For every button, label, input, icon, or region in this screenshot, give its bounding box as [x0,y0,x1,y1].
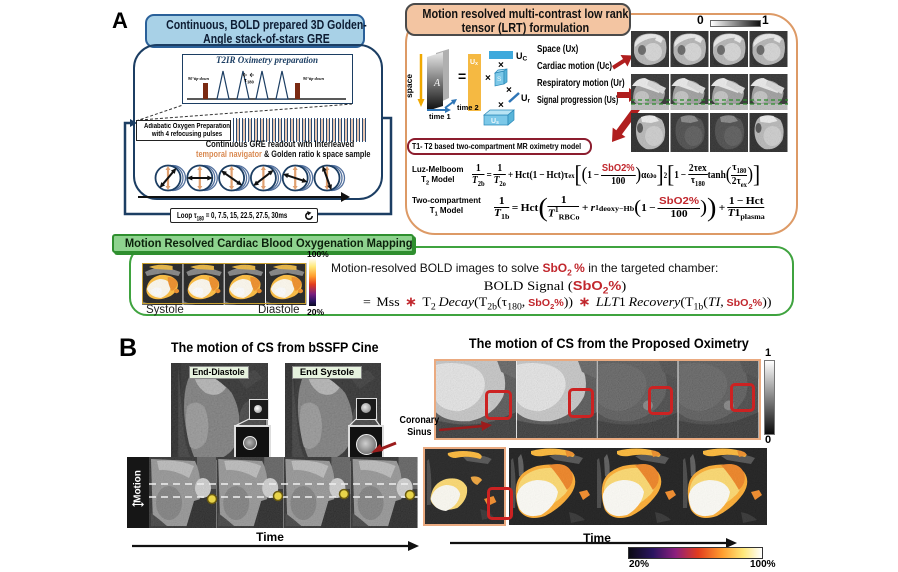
svg-text:×: × [498,100,504,111]
svg-text:90°tip-down: 90°tip-down [188,76,210,81]
svg-text:×: × [498,60,504,71]
svg-text:Us: Us [491,118,499,126]
svg-text:90°tip-down: 90°tip-down [303,76,325,81]
svg-text:=: = [458,68,466,84]
svg-text:A: A [433,78,441,89]
svg-text:time 2: time 2 [457,103,479,112]
svg-text:UC: UC [516,51,528,63]
svg-text:Ur: Ur [521,93,531,105]
svg-text:Ux: Ux [470,59,478,67]
svg-text:space: space [405,74,414,98]
svg-text:S: S [497,76,502,83]
svg-text:τ180: τ180 [244,77,255,85]
svg-text:time 1: time 1 [429,112,451,121]
svg-text:×: × [485,73,491,84]
svg-text:×: × [506,85,512,96]
